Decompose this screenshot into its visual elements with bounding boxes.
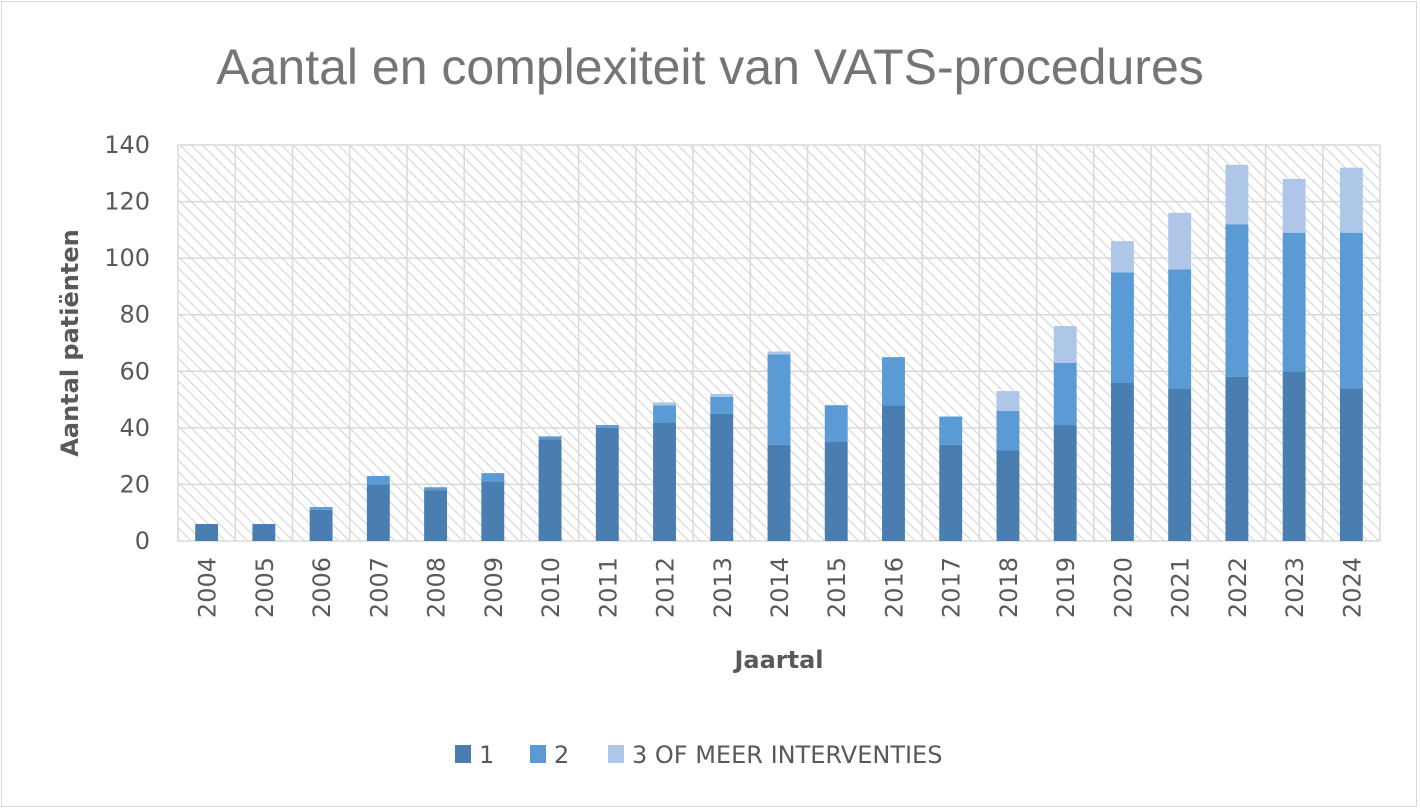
legend: 1 2 3 OF MEER INTERVENTIES	[455, 741, 942, 769]
bar-series-2-2007	[366, 475, 390, 485]
y-tick-label: 0	[135, 527, 150, 555]
bar-series-3-2024	[1339, 167, 1363, 233]
x-tick-label: 2013	[709, 557, 737, 618]
bar-series-3-2018	[996, 391, 1020, 411]
x-tick-label: 2008	[423, 557, 451, 618]
bar-series-2-2020	[1110, 272, 1134, 383]
y-tick-label: 140	[104, 131, 150, 159]
bar-series-1-2004	[195, 524, 219, 541]
bar-series-1-2023	[1282, 371, 1306, 541]
x-tick-label: 2004	[194, 557, 222, 618]
bars	[195, 164, 1363, 541]
bar-series-2-2015	[824, 405, 848, 442]
y-tick-label: 120	[104, 188, 150, 216]
bar-series-2-2011	[595, 425, 619, 428]
bar-series-1-2016	[882, 405, 905, 541]
x-tick-label: 2017	[938, 557, 966, 618]
y-axis-title: Aantal patiënten	[56, 229, 84, 456]
y-axis-ticks: 0 20 40 60 80 100 120 140	[104, 131, 150, 555]
bar-series-2-2018	[996, 410, 1020, 451]
bar-series-1-2018	[996, 450, 1020, 541]
bar-series-1-2014	[767, 444, 791, 541]
bar-series-1-2006	[309, 509, 333, 541]
x-tick-label: 2010	[537, 557, 565, 618]
x-tick-label: 2015	[823, 557, 851, 618]
bar-series-1-2009	[481, 481, 505, 541]
x-tick-label: 2009	[480, 557, 508, 618]
x-tick-label: 2018	[995, 557, 1023, 618]
bar-series-2-2006	[309, 507, 333, 510]
chart-title: Aantal en complexiteit van VATS-procedur…	[216, 39, 1204, 95]
x-tick-label: 2012	[652, 557, 680, 618]
x-tick-label: 2022	[1224, 557, 1252, 618]
bar-series-3-2020	[1110, 241, 1134, 273]
x-tick-label: 2021	[1167, 557, 1195, 618]
legend-label: 1	[479, 741, 494, 769]
bar-series-2-2021	[1168, 269, 1192, 389]
x-tick-label: 2005	[251, 557, 279, 618]
bar-series-1-2021	[1168, 388, 1192, 541]
bar-series-2-2023	[1282, 232, 1306, 372]
bar-series-1-2013	[710, 413, 734, 541]
bar-series-3-2021	[1168, 212, 1192, 270]
bar-series-1-2024	[1339, 388, 1363, 541]
bar-series-1-2017	[939, 444, 963, 541]
x-tick-label: 2019	[1052, 557, 1080, 618]
y-tick-label: 20	[119, 470, 150, 498]
bar-series-1-2022	[1225, 376, 1249, 541]
bar-series-3-2013	[710, 393, 734, 397]
bar-series-1-2010	[538, 439, 562, 541]
bar-series-3-2023	[1282, 178, 1306, 233]
legend-label: 3 OF MEER INTERVENTIES	[632, 741, 942, 769]
x-tick-label: 2007	[365, 557, 393, 618]
bar-series-2-2017	[939, 416, 963, 445]
bar-series-1-2005	[252, 524, 276, 541]
bar-series-1-2011	[595, 427, 619, 541]
legend-swatch	[530, 745, 546, 763]
bar-series-2-2008	[424, 487, 448, 491]
bar-series-2-2010	[538, 436, 562, 440]
bar-series-1-2015	[824, 442, 848, 541]
legend-swatch	[608, 745, 624, 763]
x-axis-ticks: 2004 2005 2006 2007 2008 2009 2010 2011 2012 2013…	[194, 557, 1367, 618]
bar-series-1-2008	[424, 490, 448, 541]
bar-series-2-2014	[767, 354, 791, 445]
bar-series-2-2024	[1339, 232, 1363, 389]
bar-series-2-2019	[1053, 362, 1077, 426]
bar-series-2-2012	[653, 405, 676, 423]
y-tick-label: 100	[104, 244, 150, 272]
bar-series-3-2022	[1225, 164, 1249, 225]
bar-series-1-2020	[1110, 382, 1134, 541]
x-tick-label: 2020	[1109, 557, 1137, 618]
y-tick-label: 60	[119, 357, 150, 385]
bar-series-1-2019	[1053, 425, 1077, 541]
x-tick-label: 2023	[1281, 557, 1309, 618]
bar-series-1-2012	[653, 422, 676, 541]
bar-series-2-2009	[481, 473, 505, 482]
bar-series-2-2016	[882, 357, 905, 406]
bar-series-3-2012	[653, 402, 676, 406]
x-tick-label: 2014	[766, 557, 794, 618]
bar-series-2-2013	[710, 396, 734, 414]
x-axis-title: Jaartal	[732, 646, 823, 674]
legend-swatch	[455, 745, 471, 763]
y-tick-label: 80	[119, 301, 150, 329]
legend-label: 2	[554, 741, 569, 769]
x-tick-label: 2011	[594, 557, 622, 618]
x-tick-label: 2006	[308, 557, 336, 618]
x-tick-label: 2024	[1338, 557, 1366, 618]
bar-series-3-2019	[1053, 326, 1077, 363]
bar-series-1-2007	[366, 484, 390, 541]
bar-series-2-2022	[1225, 224, 1249, 377]
x-tick-label: 2016	[880, 557, 908, 618]
bar-series-3-2014	[767, 351, 791, 355]
y-tick-label: 40	[119, 414, 150, 442]
